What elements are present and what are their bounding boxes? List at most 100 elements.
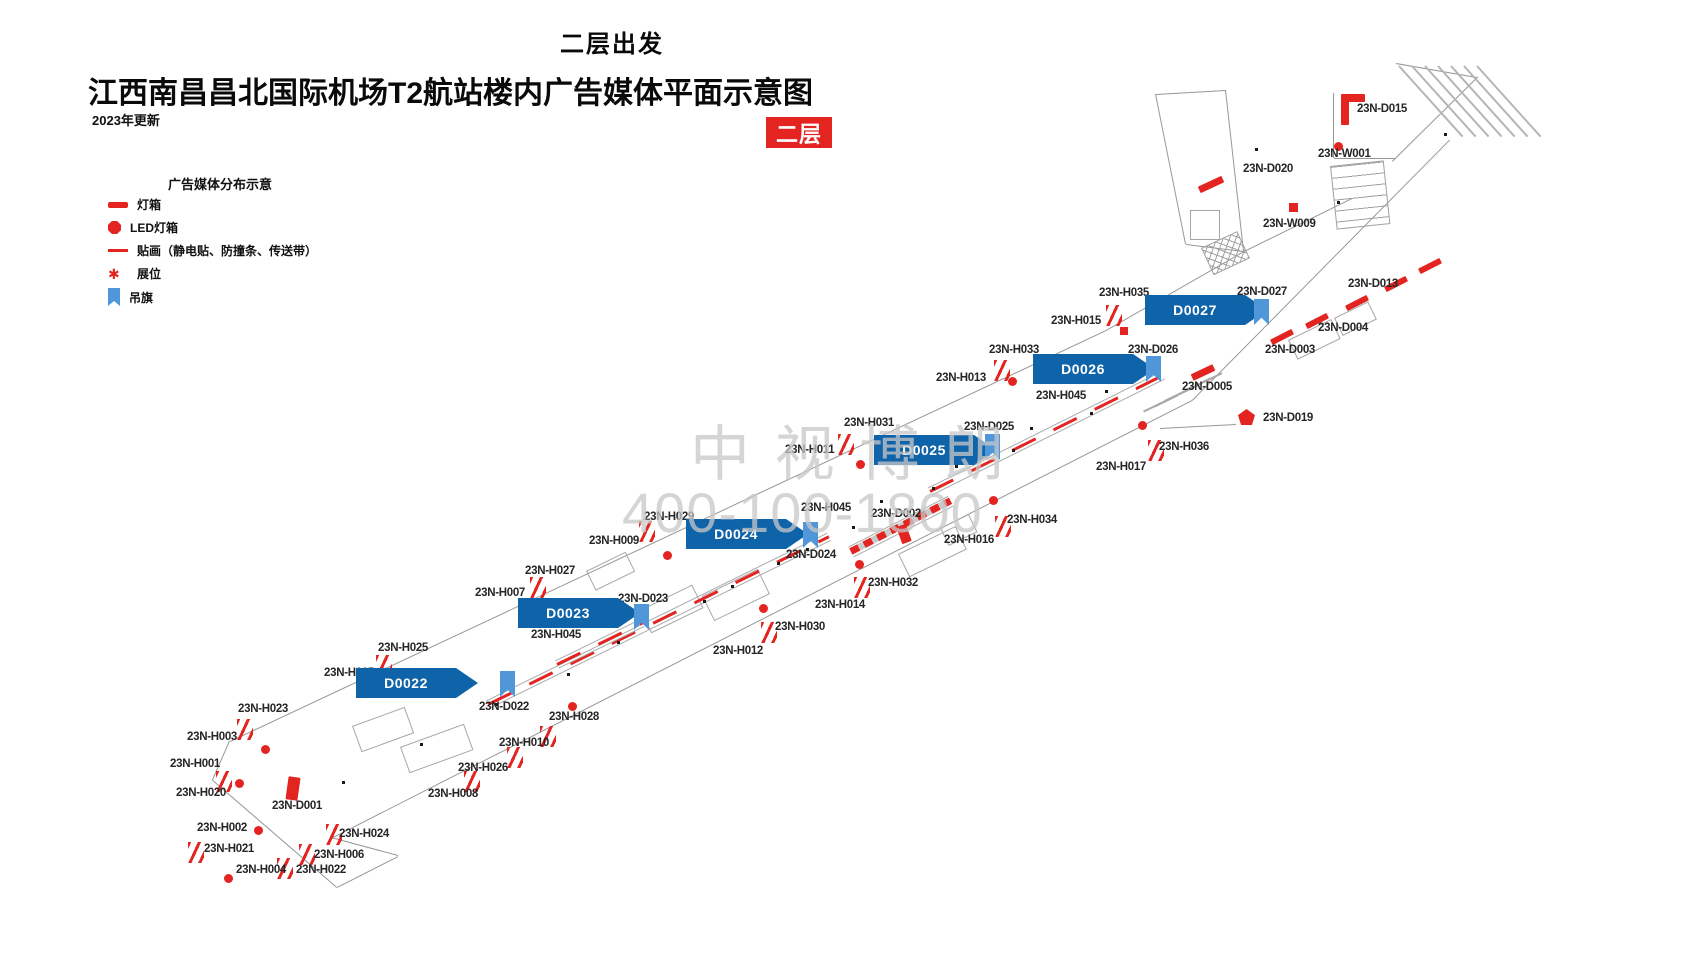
watermark-line2: 400-100-1800 [622, 481, 983, 544]
media-label: 23N-D027 [1237, 286, 1288, 298]
media-label: 23N-H004 [236, 864, 287, 876]
media-label: 23N-H036 [1159, 441, 1210, 453]
media-label: 23N-D020 [1243, 163, 1294, 175]
booth-mark [235, 779, 244, 788]
lightbox-pair-mark [994, 360, 1010, 381]
media-label: 23N-H045 [531, 629, 582, 641]
lightbox-square-mark [1120, 327, 1128, 335]
lightbox-mark [1341, 94, 1365, 102]
door-dot [880, 500, 883, 503]
media-label: 23N-H026 [458, 762, 509, 774]
legend-item-label: LED灯箱 [130, 221, 179, 235]
media-label: 23N-H023 [238, 703, 289, 715]
media-label: 23N-D003 [1265, 344, 1316, 356]
wall-segment [1154, 94, 1186, 245]
media-label: 23N-H014 [815, 599, 866, 611]
media-label: 23N-H027 [525, 565, 576, 577]
media-label: 23N-H028 [549, 711, 600, 723]
media-label: 23N-H016 [944, 534, 995, 546]
door-dot [617, 641, 620, 644]
booth-mark [254, 826, 263, 835]
hanging-flag-icon [1254, 299, 1269, 325]
lightbox-pair-mark [995, 516, 1011, 537]
media-label: 23N-H022 [296, 864, 347, 876]
led-lightbox-mark [1238, 409, 1255, 425]
door-dot [932, 487, 935, 490]
door-dot [567, 673, 570, 676]
media-label: 23N-H032 [868, 577, 919, 589]
media-label: 23N-H034 [1007, 514, 1058, 526]
door-dot [420, 743, 423, 746]
door-dot [731, 585, 734, 588]
media-label: 23N-H001 [170, 758, 221, 770]
media-label: 23N-D004 [1318, 322, 1369, 334]
door-dot [806, 548, 809, 551]
lightbox-pair-mark [188, 842, 204, 863]
media-label: 23N-D001 [272, 800, 323, 812]
wall-segment [1334, 158, 1396, 160]
legend-item: LED灯箱 [108, 219, 178, 236]
door-dot [1255, 148, 1258, 151]
lightbox-pair-mark [464, 771, 480, 792]
booth-mark [1008, 377, 1017, 386]
media-label: 23N-D002 [871, 508, 922, 520]
wall-segment [1156, 90, 1227, 96]
wall-segment [1192, 140, 1450, 401]
media-label: 23N-H029 [644, 511, 695, 523]
booth-mark [663, 551, 672, 560]
media-label: 23N-H002 [197, 822, 248, 834]
banner-D0025: D0025 [874, 435, 996, 465]
legend-item: ✱ 展位 [108, 265, 161, 282]
lightbox-pair-mark [299, 844, 315, 865]
page-title-departure: 二层出发 [560, 31, 664, 58]
door-dot [1105, 390, 1108, 393]
sticker-line-icon [108, 249, 128, 252]
booth-mark [855, 560, 864, 569]
jetway-line [1476, 65, 1542, 138]
lightbox-pair-mark [277, 858, 293, 879]
media-label: 23N-D023 [618, 593, 669, 605]
media-label: 23N-H045 [1036, 390, 1087, 402]
media-label: 23N-H031 [844, 417, 895, 429]
legend-title: 广告媒体分布示意 [168, 177, 273, 192]
media-label: 23N-D026 [1128, 344, 1179, 356]
media-label: 23N-H020 [176, 787, 227, 799]
door-dot [1012, 449, 1015, 452]
booth-mark [856, 460, 865, 469]
media-label: 23N-H024 [339, 828, 390, 840]
door-dot [852, 526, 855, 529]
hanging-flag-icon [985, 434, 1000, 460]
media-label: 23N-H007 [475, 587, 526, 599]
page-title: 江西南昌昌北国际机场T2航站楼内广告媒体平面示意图 [88, 77, 814, 110]
legend-item: 贴画（静电贴、防撞条、传送带） [108, 242, 317, 259]
legend-item: 灯箱 [108, 196, 161, 213]
media-label: 23N-W009 [1263, 218, 1316, 230]
door-dot [703, 600, 706, 603]
lightbox-pair-mark [1106, 305, 1122, 326]
legend-item: 吊旗 [108, 288, 153, 306]
led-lightbox-icon [108, 221, 121, 234]
lightbox-pair-mark [530, 577, 546, 598]
floor-badge: 二层 [766, 117, 832, 148]
booth-icon: ✱ [108, 265, 120, 282]
hanging-flag-icon [500, 671, 515, 697]
banner-D0027: D0027 [1145, 295, 1267, 325]
lightbox-pair-mark [761, 622, 777, 643]
hanging-flag-icon [1146, 356, 1161, 382]
booth-mark [989, 496, 998, 505]
lightbox-pair-mark [854, 577, 870, 598]
media-label: 23N-D013 [1348, 278, 1399, 290]
lightbox-pair-mark [507, 747, 523, 768]
media-label: 23N-D019 [1263, 412, 1314, 424]
media-label: 23N-H008 [428, 788, 479, 800]
booth-mark [759, 604, 768, 613]
lightbox-mark [1197, 175, 1225, 194]
media-label: 23N-D024 [786, 549, 837, 561]
media-label: 23N-W001 [1318, 148, 1371, 160]
hanging-flag-icon [803, 522, 818, 548]
media-label: 23N-D022 [479, 701, 530, 713]
stair-ladder [1330, 160, 1391, 230]
lightbox-pair-mark [326, 824, 342, 845]
lightbox-pair-mark [540, 726, 556, 747]
